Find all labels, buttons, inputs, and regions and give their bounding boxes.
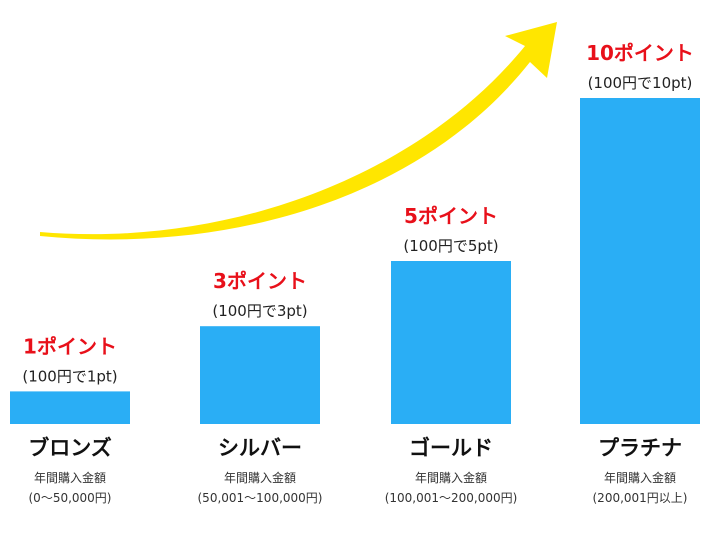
points-label-4: 10ポイント xyxy=(586,41,694,65)
growth-arrow-icon xyxy=(40,22,557,240)
rate-label-4: (100円で10pt) xyxy=(588,74,693,92)
tier-name-2: シルバー xyxy=(218,436,302,460)
tier-caption-4: 年間購入金額 xyxy=(604,470,676,485)
bar-1 xyxy=(10,391,130,424)
points-label-2: 3ポイント xyxy=(213,269,307,293)
bar-2 xyxy=(200,326,320,424)
tier-name-1: ブロンズ xyxy=(28,436,112,460)
tier-name-4: プラチナ xyxy=(598,436,682,460)
bar-3 xyxy=(391,261,511,424)
rate-label-1: (100円で1pt) xyxy=(22,367,117,385)
tier-name-3: ゴールド xyxy=(409,436,493,460)
tier-range-2: (50,001〜100,000円) xyxy=(198,491,323,505)
bar-4 xyxy=(580,98,700,424)
tier-range-4: (200,001円以上) xyxy=(593,491,688,505)
bars-group xyxy=(10,98,700,424)
rate-label-3: (100円で5pt) xyxy=(403,237,498,255)
tier-caption-3: 年間購入金額 xyxy=(415,470,487,485)
tier-caption-1: 年間購入金額 xyxy=(34,470,106,485)
tier-range-1: (0〜50,000円) xyxy=(29,491,112,505)
rate-label-2: (100円で3pt) xyxy=(212,302,307,320)
points-label-1: 1ポイント xyxy=(23,334,117,358)
tier-range-3: (100,001〜200,000円) xyxy=(385,491,518,505)
tier-caption-2: 年間購入金額 xyxy=(224,470,296,485)
points-label-3: 5ポイント xyxy=(404,204,498,228)
